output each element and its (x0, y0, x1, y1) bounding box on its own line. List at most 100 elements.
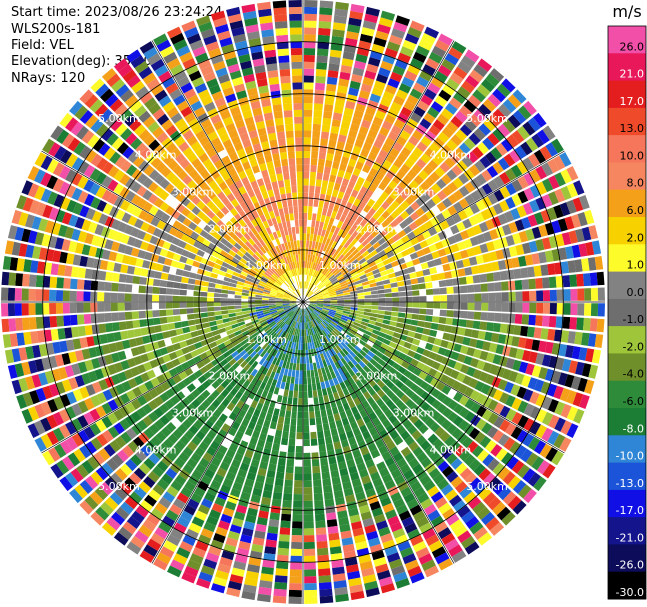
range-gate-cell (277, 320, 284, 327)
range-gate-cell (304, 322, 306, 330)
range-gate-cell (227, 530, 240, 541)
range-gate-cell (161, 76, 176, 89)
range-gate-cell (50, 263, 59, 276)
range-gate-cell (270, 505, 281, 514)
range-gate-cell (359, 385, 368, 394)
range-gate-cell (395, 275, 404, 282)
range-gate-cell (102, 429, 114, 443)
range-gate-cell (35, 289, 43, 301)
range-gate-cell (158, 295, 166, 302)
range-gate-cell (438, 33, 453, 46)
range-gate-cell (405, 388, 415, 398)
range-gate-cell (311, 137, 320, 145)
range-gate-cell (419, 296, 427, 302)
range-gate-cell (225, 375, 234, 384)
range-gate-cell (276, 554, 289, 563)
range-gate-cell (278, 311, 286, 316)
range-gate-cell (213, 263, 222, 270)
range-gate-cell (196, 235, 205, 244)
range-gate-cell (354, 333, 363, 340)
range-gate-cell (236, 195, 245, 204)
range-gate-cell (420, 135, 432, 147)
range-gate-cell (2, 256, 12, 270)
range-gate-cell (134, 60, 149, 74)
nrays-label: NRays: 120 (11, 71, 86, 86)
range-gate-cell (475, 173, 487, 186)
range-gate-cell (240, 271, 248, 277)
range-gate-cell (189, 325, 197, 332)
range-gate-cell (400, 46, 414, 57)
range-gate-cell (419, 302, 427, 308)
range-gate-cell (295, 254, 299, 262)
range-gate-cell (338, 78, 350, 87)
range-gate-cell (172, 342, 182, 351)
range-gate-cell (252, 243, 260, 251)
range-gate-cell (481, 183, 493, 195)
range-gate-cell (316, 541, 328, 549)
range-gate-cell (277, 138, 286, 146)
range-gate-cell (181, 233, 190, 243)
range-gate-cell (43, 329, 52, 342)
range-gate-cell (91, 381, 102, 394)
range-gate-cell (312, 319, 317, 327)
range-gate-cell (56, 315, 64, 327)
range-gate-cell (131, 398, 142, 410)
range-gate-cell (422, 328, 431, 336)
range-gate-cell (375, 484, 386, 494)
range-gate-cell (381, 219, 390, 229)
range-gate-cell (345, 334, 353, 341)
range-gate-cell (245, 335, 253, 343)
range-gate-cell (125, 320, 134, 330)
range-gate-cell (349, 288, 357, 292)
range-gate-cell (21, 228, 31, 243)
range-gate-cell (329, 341, 336, 348)
range-gate-cell (510, 164, 523, 178)
range-gate-cell (349, 246, 357, 254)
range-gate-cell (173, 39, 188, 51)
range-gate-cell (381, 210, 390, 220)
range-gate-cell (254, 224, 262, 233)
range-gate-cell (226, 366, 235, 375)
range-gate-cell (383, 362, 392, 371)
range-gate-cell (437, 460, 450, 473)
range-gate-cell (269, 83, 280, 92)
range-gate-cell (473, 311, 482, 320)
range-gate-cell (528, 153, 541, 168)
range-gate-cell (244, 17, 258, 27)
range-gate-cell (483, 472, 497, 486)
range-gate-cell (104, 354, 114, 365)
range-gate-cell (72, 338, 82, 350)
range-gate-cell (228, 167, 237, 177)
range-gate-cell (272, 595, 287, 604)
range-gate-cell (28, 360, 38, 374)
range-gate-cell (321, 310, 328, 315)
range-gate-cell (223, 339, 232, 347)
range-gate-cell (251, 265, 259, 272)
range-gate-cell (222, 350, 231, 359)
range-gate-cell (325, 505, 336, 514)
range-gate-cell (301, 322, 303, 330)
range-gate-cell (143, 47, 158, 60)
range-gate-cell (303, 521, 314, 529)
range-gate-cell (231, 27, 245, 37)
range-gate-cell (269, 363, 275, 371)
range-gate-cell (153, 349, 162, 358)
range-gate-cell (342, 402, 350, 411)
range-gate-cell (290, 555, 302, 563)
range-gate-cell (298, 336, 302, 344)
range-gate-cell (485, 374, 495, 385)
range-gate-cell (120, 501, 134, 515)
range-gate-cell (195, 163, 206, 174)
range-gate-cell (301, 274, 303, 282)
range-gate-cell (185, 338, 194, 346)
range-gate-cell (242, 224, 251, 233)
range-gate-cell (133, 467, 147, 480)
range-gate-cell (125, 177, 136, 190)
range-gate-cell (386, 358, 395, 367)
range-gate-cell (291, 541, 302, 550)
range-gate-cell (175, 192, 186, 203)
range-gate-cell (297, 267, 300, 275)
range-gate-cell (314, 500, 324, 508)
range-gate-cell (371, 43, 385, 54)
range-gate-cell (525, 363, 535, 376)
